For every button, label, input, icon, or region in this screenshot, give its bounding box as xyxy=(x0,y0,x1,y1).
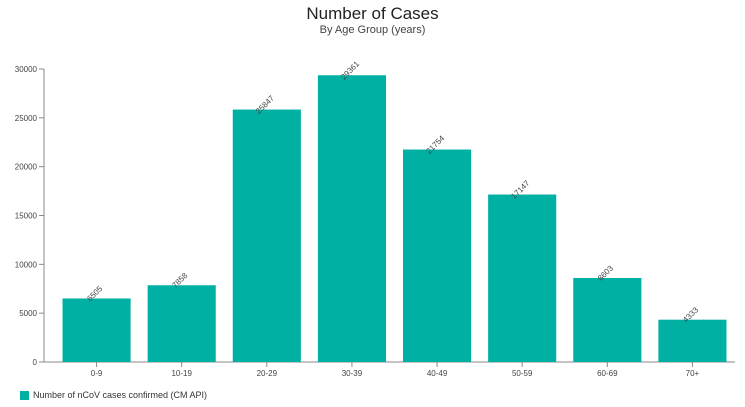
bar[interactable] xyxy=(488,194,557,362)
x-tick-label: 30-39 xyxy=(342,369,363,378)
legend-label: Number of nCoV cases confirmed (CM API) xyxy=(33,390,208,400)
y-tick-label: 5000 xyxy=(19,309,37,318)
y-tick-label: 20000 xyxy=(15,163,38,172)
legend[interactable]: Number of nCoV cases confirmed (CM API) xyxy=(20,390,207,400)
bar[interactable] xyxy=(403,149,472,362)
x-tick-label: 0-9 xyxy=(91,369,103,378)
x-tick-label: 20-29 xyxy=(257,369,278,378)
x-tick-label: 40-49 xyxy=(427,369,448,378)
bar[interactable] xyxy=(317,75,386,362)
y-tick-label: 0 xyxy=(33,358,38,367)
y-tick-label: 30000 xyxy=(15,65,38,74)
y-tick-label: 15000 xyxy=(15,212,38,221)
chart-subtitle: By Age Group (years) xyxy=(319,24,426,36)
chart-title: Number of Cases xyxy=(306,4,439,23)
bars-group xyxy=(62,75,727,362)
x-tick-label: 10-19 xyxy=(171,369,192,378)
bar[interactable] xyxy=(232,109,301,362)
bar[interactable] xyxy=(658,319,727,362)
bar[interactable] xyxy=(573,277,642,362)
x-tick-label: 50-59 xyxy=(512,369,533,378)
y-tick-label: 25000 xyxy=(15,114,38,123)
y-tick-label: 10000 xyxy=(15,260,38,269)
x-tick-label: 70+ xyxy=(686,369,700,378)
x-tick-label: 60-69 xyxy=(597,369,618,378)
bar[interactable] xyxy=(147,285,216,362)
bar[interactable] xyxy=(62,298,131,362)
legend-swatch xyxy=(20,390,29,400)
